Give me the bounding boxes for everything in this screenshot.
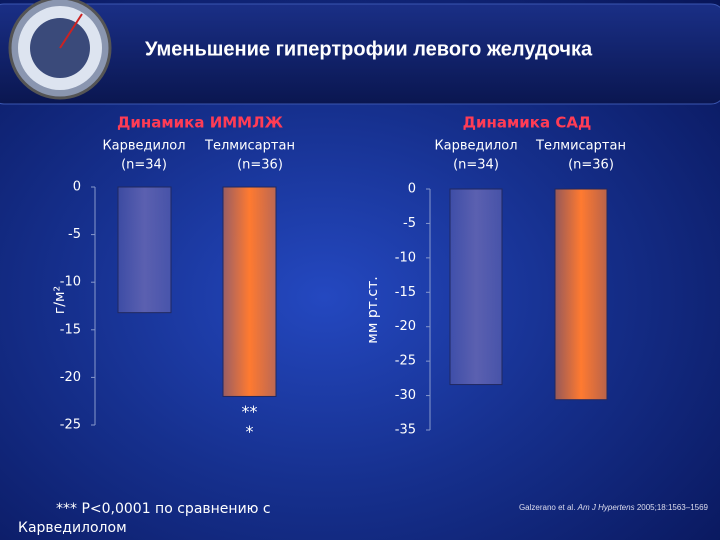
y-tick-label: 0 [408, 182, 416, 197]
y-tick-label: -20 [395, 319, 416, 334]
y-tick-label: -15 [395, 285, 416, 300]
y-tick-label: -35 [395, 423, 416, 438]
y-axis-label: г/м² [52, 286, 68, 314]
y-tick-label: -5 [68, 227, 81, 242]
category-label: Карведилол [102, 139, 185, 154]
annotation: *** [241, 402, 258, 442]
y-tick-label: -25 [60, 418, 81, 433]
bar [449, 188, 503, 386]
category-subtitle: (n=36) [237, 158, 283, 173]
y-tick-label: -25 [395, 354, 416, 369]
category-subtitle: (n=36) [568, 158, 614, 173]
y-tick-label: 0 [73, 180, 81, 195]
category-label: Карведилол [434, 139, 517, 154]
category-subtitle: (n=34) [453, 158, 499, 173]
bar [222, 186, 277, 397]
citation-details: 2005;18:1563–1569 [636, 503, 708, 512]
title-banner [0, 3, 720, 105]
category-label: Телмисартан [535, 139, 626, 154]
citation-journal: Am J Hypertens [577, 503, 635, 512]
y-tick-label: -20 [60, 370, 81, 385]
y-tick-label: -15 [60, 322, 81, 337]
y-tick-label: -10 [395, 250, 416, 265]
y-tick-label: -10 [60, 275, 81, 290]
y-tick-label: -5 [403, 216, 416, 231]
citation: Galzerano et al. Am J Hypertens 2005;18:… [519, 503, 708, 512]
category-label: Телмисартан [204, 139, 295, 154]
y-axis-label: мм рт.ст. [365, 276, 381, 343]
y-tick-label: -30 [395, 388, 416, 403]
bar [554, 188, 608, 401]
citation-authors: Galzerano et al. [518, 503, 576, 512]
footnote: *** P<0,0001 по сравнению с Карведилолом [18, 501, 271, 536]
slide-title: Уменьшение гипертрофии левого желудочка [145, 38, 593, 60]
category-subtitle: (n=34) [121, 158, 167, 173]
chart-title: Динамика САД [463, 114, 592, 132]
chart-title: Динамика ИММЛЖ [117, 114, 284, 132]
bar [117, 186, 172, 314]
gauge-icon [8, 0, 112, 100]
